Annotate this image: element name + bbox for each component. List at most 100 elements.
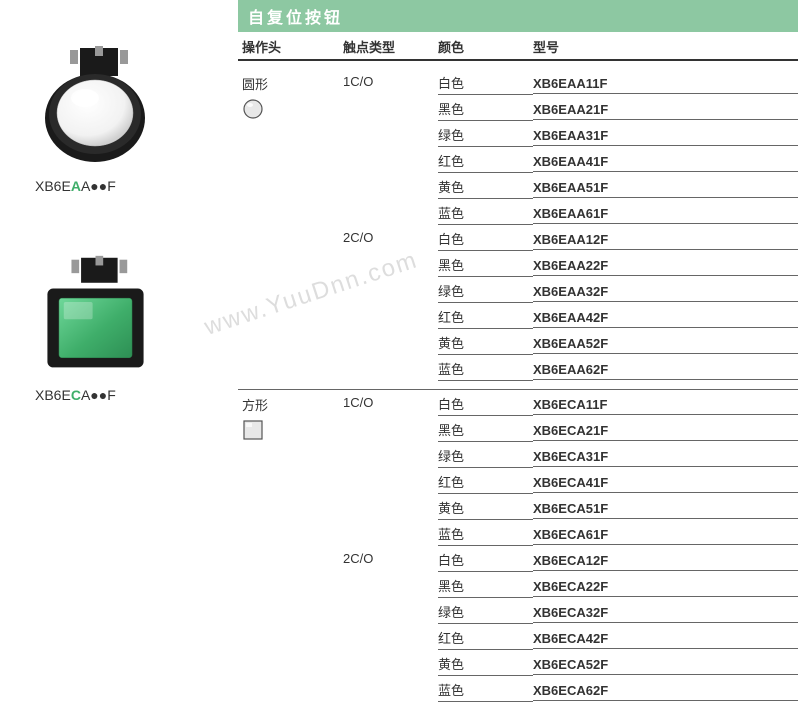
color-cell: 白色 (438, 229, 533, 251)
contact-group: 1C/O白色XB6EAA11F黑色XB6EAA21F绿色XB6EAA31F红色X… (343, 69, 798, 225)
operator-head-cell: 方形 (238, 390, 343, 702)
model-cell: XB6EAA12F (533, 232, 798, 250)
table-row: 白色XB6ECA12F (438, 546, 798, 572)
color-cell: 黑色 (438, 255, 533, 277)
color-cell: 红色 (438, 307, 533, 329)
color-cell: 绿色 (438, 281, 533, 303)
caption-post: A●●F (81, 178, 116, 194)
color-cell: 绿色 (438, 602, 533, 624)
contact-group: 2C/O白色XB6EAA12F黑色XB6EAA22F绿色XB6EAA32F红色X… (343, 225, 798, 381)
model-cell: XB6EAA61F (533, 206, 798, 224)
square-shape-icon (242, 419, 264, 441)
model-cell: XB6EAA51F (533, 180, 798, 198)
table-row: 绿色XB6ECA32F (438, 598, 798, 624)
header-contact-type: 触点类型 (343, 37, 438, 56)
table-column: 自复位按钮 操作头 触点类型 颜色 型号 圆形1C/O白色XB6EAA11F黑色… (238, 0, 798, 702)
contact-group: 1C/O白色XB6ECA11F黑色XB6ECA21F绿色XB6ECA31F红色X… (343, 390, 798, 546)
table-row: 黄色XB6ECA51F (438, 494, 798, 520)
model-cell: XB6ECA51F (533, 501, 798, 519)
color-cell: 黄色 (438, 177, 533, 199)
model-cell: XB6EAA52F (533, 336, 798, 354)
contact-group: 2C/O白色XB6ECA12F黑色XB6ECA22F绿色XB6ECA32F红色X… (343, 546, 798, 702)
product-block-square: XB6ECA●●F (20, 249, 200, 403)
table-row: 红色XB6ECA42F (438, 624, 798, 650)
caption-green: C (71, 387, 81, 403)
caption-mid: E (61, 178, 70, 194)
model-cell: XB6EAA41F (533, 154, 798, 172)
model-cell: XB6ECA22F (533, 579, 798, 597)
table-row: 黑色XB6EAA22F (438, 251, 798, 277)
table-row: 蓝色XB6ECA62F (438, 676, 798, 702)
header-operator: 操作头 (238, 37, 343, 56)
rows-container: 白色XB6ECA11F黑色XB6ECA21F绿色XB6ECA31F红色XB6EC… (438, 390, 798, 546)
section-title: 自复位按钮 (238, 0, 798, 32)
color-cell: 黑色 (438, 420, 533, 442)
product-block-round: XB6EAA●●F (20, 40, 200, 194)
table-row: 绿色XB6ECA31F (438, 442, 798, 468)
contact-type-cell: 1C/O (343, 69, 438, 225)
color-cell: 绿色 (438, 125, 533, 147)
model-cell: XB6EAA11F (533, 76, 798, 94)
table-row: 黄色XB6ECA52F (438, 650, 798, 676)
table-row: 白色XB6ECA11F (438, 390, 798, 416)
color-cell: 绿色 (438, 446, 533, 468)
table-row: 黄色XB6EAA52F (438, 329, 798, 355)
model-cell: XB6EAA22F (533, 258, 798, 276)
model-cell: XB6EAA21F (533, 102, 798, 120)
model-cell: XB6ECA11F (533, 397, 798, 415)
model-cell: XB6ECA12F (533, 553, 798, 571)
caption-pre: XB6 (35, 178, 61, 194)
color-cell: 蓝色 (438, 680, 533, 702)
model-cell: XB6ECA61F (533, 527, 798, 545)
group-row: 方形1C/O白色XB6ECA11F黑色XB6ECA21F绿色XB6ECA31F红… (238, 389, 798, 702)
table-row: 黑色XB6ECA22F (438, 572, 798, 598)
color-cell: 黄色 (438, 333, 533, 355)
color-cell: 红色 (438, 472, 533, 494)
product-caption-square: XB6ECA●●F (35, 387, 200, 403)
table-body: 圆形1C/O白色XB6EAA11F黑色XB6EAA21F绿色XB6EAA31F红… (238, 69, 798, 702)
product-image-square (30, 249, 160, 379)
operator-head-cell: 圆形 (238, 69, 343, 381)
model-cell: XB6EAA32F (533, 284, 798, 302)
caption-green: A (71, 178, 81, 194)
rows-container: 白色XB6ECA12F黑色XB6ECA22F绿色XB6ECA32F红色XB6EC… (438, 546, 798, 702)
group-row: 圆形1C/O白色XB6EAA11F黑色XB6EAA21F绿色XB6EAA31F红… (238, 69, 798, 381)
model-cell: XB6ECA62F (533, 683, 798, 701)
color-cell: 蓝色 (438, 524, 533, 546)
caption-mid: E (61, 387, 70, 403)
header-color: 颜色 (438, 37, 533, 56)
contact-type-cell: 1C/O (343, 390, 438, 546)
product-caption-round: XB6EAA●●F (35, 178, 200, 194)
table-row: 红色XB6EAA42F (438, 303, 798, 329)
caption-pre: XB6 (35, 387, 61, 403)
color-cell: 红色 (438, 151, 533, 173)
model-cell: XB6EAA31F (533, 128, 798, 146)
model-cell: XB6ECA21F (533, 423, 798, 441)
model-cell: XB6ECA42F (533, 631, 798, 649)
caption-post: A●●F (81, 387, 116, 403)
table-row: 黑色XB6ECA21F (438, 416, 798, 442)
color-cell: 红色 (438, 628, 533, 650)
product-image-round (30, 40, 160, 170)
table-row: 蓝色XB6ECA61F (438, 520, 798, 546)
table-row: 白色XB6EAA12F (438, 225, 798, 251)
color-cell: 黑色 (438, 99, 533, 121)
table-row: 蓝色XB6EAA61F (438, 199, 798, 225)
model-cell: XB6ECA31F (533, 449, 798, 467)
table-row: 白色XB6EAA11F (438, 69, 798, 95)
model-cell: XB6ECA32F (533, 605, 798, 623)
color-cell: 白色 (438, 550, 533, 572)
color-cell: 蓝色 (438, 359, 533, 381)
header-model: 型号 (533, 37, 798, 56)
circle-shape-icon (242, 98, 264, 120)
color-cell: 白色 (438, 394, 533, 416)
operator-head-label: 方形 (242, 395, 339, 414)
model-cell: XB6EAA42F (533, 310, 798, 328)
rows-container: 白色XB6EAA11F黑色XB6EAA21F绿色XB6EAA31F红色XB6EA… (438, 69, 798, 225)
table-row: 红色XB6EAA41F (438, 147, 798, 173)
color-cell: 黑色 (438, 576, 533, 598)
color-cell: 蓝色 (438, 203, 533, 225)
table-row: 黄色XB6EAA51F (438, 173, 798, 199)
color-cell: 白色 (438, 73, 533, 95)
color-cell: 黄色 (438, 498, 533, 520)
